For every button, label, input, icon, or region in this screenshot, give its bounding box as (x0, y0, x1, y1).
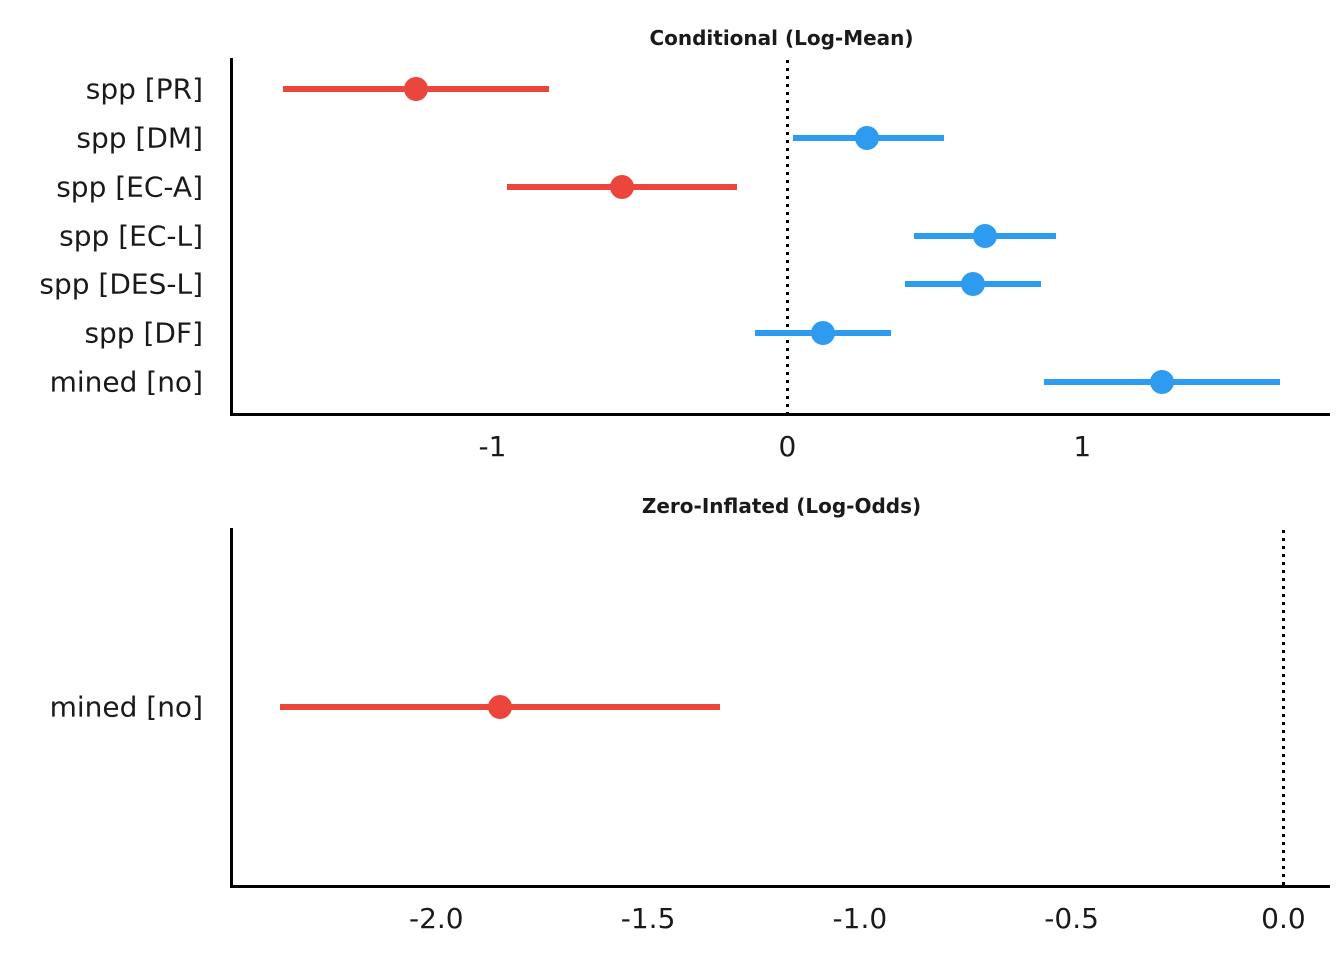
zero-reference-line (1281, 530, 1285, 885)
row-label: spp [DM] (76, 121, 203, 155)
estimate-point (855, 125, 880, 150)
x-tick-label: -1 (478, 430, 507, 463)
zero-reference-line (785, 60, 789, 413)
x-tick-label: 0.0 (1261, 902, 1306, 935)
estimate-point (487, 694, 512, 719)
row-label: spp [DES-L] (39, 267, 203, 301)
row-label: mined [no] (49, 365, 203, 399)
y-axis-line (230, 58, 233, 416)
x-axis-line (230, 885, 1330, 888)
row-label: spp [EC-L] (59, 219, 203, 252)
estimate-point (610, 174, 635, 199)
estimate-point (1149, 369, 1174, 394)
x-tick-label: 0 (778, 430, 797, 463)
x-tick-label: -1.0 (832, 902, 888, 935)
panel-title: Conditional (Log-Mean) (649, 26, 914, 50)
x-tick-label: -2.0 (408, 902, 464, 935)
x-tick-label: -1.5 (620, 902, 676, 935)
estimate-point (403, 77, 428, 102)
y-axis-line (230, 528, 233, 888)
panel-title: Zero-Inflated (Log-Odds) (641, 494, 922, 518)
estimate-point (810, 321, 835, 345)
row-label: spp [EC-A] (56, 170, 203, 204)
estimate-point (961, 272, 986, 297)
row-label: spp [PR] (85, 72, 203, 106)
estimate-point (972, 223, 997, 248)
row-label: spp [DF] (84, 316, 203, 350)
x-tick-label: 1 (1073, 430, 1092, 463)
x-axis-line (230, 413, 1330, 416)
x-tick-label: -0.5 (1044, 902, 1099, 935)
row-label: mined [no] (49, 690, 203, 723)
